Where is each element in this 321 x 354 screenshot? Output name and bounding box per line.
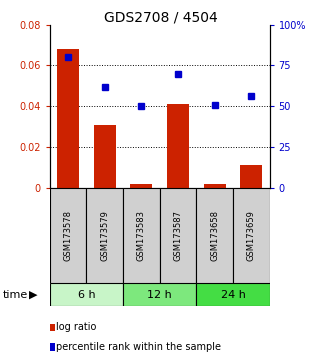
Bar <box>233 188 270 283</box>
Text: log ratio: log ratio <box>56 322 97 332</box>
Bar <box>86 188 123 283</box>
Bar <box>196 283 270 306</box>
Bar <box>130 183 152 188</box>
Text: 24 h: 24 h <box>221 290 246 300</box>
Bar <box>123 283 196 306</box>
Text: ▶: ▶ <box>29 290 37 300</box>
Text: 12 h: 12 h <box>147 290 172 300</box>
Text: GDS2708 / 4504: GDS2708 / 4504 <box>104 11 217 25</box>
Text: GSM173583: GSM173583 <box>137 210 146 261</box>
Text: GSM173587: GSM173587 <box>174 210 183 261</box>
Text: GSM173579: GSM173579 <box>100 210 109 261</box>
Bar <box>167 104 189 188</box>
Bar <box>204 183 226 188</box>
Text: GSM173578: GSM173578 <box>64 210 73 261</box>
Bar <box>160 188 196 283</box>
Bar <box>196 188 233 283</box>
Bar <box>57 49 79 188</box>
Bar <box>50 188 86 283</box>
Bar <box>94 125 116 188</box>
Text: GSM173659: GSM173659 <box>247 210 256 261</box>
Bar <box>240 165 262 188</box>
Text: GSM173658: GSM173658 <box>210 210 219 261</box>
Text: percentile rank within the sample: percentile rank within the sample <box>56 342 221 352</box>
Bar <box>123 188 160 283</box>
Text: 6 h: 6 h <box>78 290 95 300</box>
Text: time: time <box>3 290 29 300</box>
Bar <box>50 283 123 306</box>
